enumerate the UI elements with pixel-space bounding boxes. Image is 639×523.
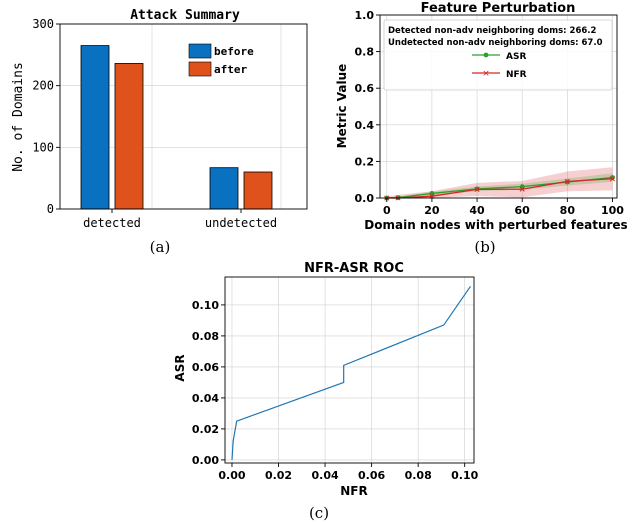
y-tick-label: 0.06 xyxy=(192,361,219,374)
chart-title: Attack Summary xyxy=(130,8,240,23)
point-NFR xyxy=(609,176,616,182)
legend-swatch-before xyxy=(188,43,212,59)
y-tick-label: 0.04 xyxy=(192,392,219,405)
y-tick-label: 100 xyxy=(32,140,54,154)
x-tick-label: 0 xyxy=(383,204,391,217)
x-tick-label: 100 xyxy=(601,204,624,217)
x-axis-label: Domain nodes with perturbed features xyxy=(364,218,627,232)
legend: before after xyxy=(188,43,254,77)
y-tick-label: 0.8 xyxy=(355,46,375,59)
y-tick-label: 0.2 xyxy=(355,155,375,168)
x-axis-label: NFR xyxy=(340,484,367,498)
x-tick-label: 0.04 xyxy=(311,469,338,482)
x-tick-label: 0.10 xyxy=(451,469,478,482)
y-tick-label: 0.4 xyxy=(355,119,375,132)
legend-marker-nfr: × xyxy=(482,69,490,79)
bar-after-detected xyxy=(114,63,144,210)
point-NFR xyxy=(474,186,480,192)
x-tick-label: 0.06 xyxy=(358,469,385,482)
y-tick-label: 0.08 xyxy=(192,330,219,343)
chart-title: NFR-ASR ROC xyxy=(304,261,404,276)
legend-label-after: after xyxy=(214,63,247,76)
y-axis-label: ASR xyxy=(173,354,187,381)
legend: Detected non-adv neighboring doms: 266.2… xyxy=(383,19,613,91)
y-tick-label: 0 xyxy=(47,202,54,216)
y-tick-label: 0.02 xyxy=(192,423,219,436)
legend-label-before: before xyxy=(214,45,254,58)
legend-marker-asr xyxy=(483,52,489,58)
attack-summary-chart: Attack Summary No. of Domains 0 100 200 300… xyxy=(11,8,308,256)
x-tick-label: 0.08 xyxy=(405,469,432,482)
caption-c: (c) xyxy=(309,504,329,522)
x-tick-label: 20 xyxy=(424,204,440,217)
legend-label-asr: ASR xyxy=(506,52,526,62)
plot-frame xyxy=(379,14,618,199)
plot-frame xyxy=(59,23,308,210)
y-tick-label: 1.0 xyxy=(355,9,375,22)
bar-before-detected xyxy=(80,45,110,210)
x-tick-label: detected xyxy=(83,216,141,230)
point-NFR xyxy=(519,186,525,192)
x-tick-label: 80 xyxy=(560,204,576,217)
x-tick-label: 60 xyxy=(515,204,531,217)
feature-perturbation-chart: Feature Perturbation Metric Value Domain… xyxy=(335,1,628,256)
y-tick-label: 0.0 xyxy=(355,192,375,205)
y-tick-label: 0.00 xyxy=(192,454,219,467)
legend-label-nfr: NFR xyxy=(506,70,527,80)
nfr-asr-roc-chart: NFR-ASR ROC ASR NFR 0.00 0.02 0.04 0.06 0.08… xyxy=(173,261,479,522)
legend-swatch-after xyxy=(188,61,212,77)
bar-before-undetected xyxy=(209,167,239,210)
x-tick-label: 0.00 xyxy=(218,469,245,482)
annotation-undetected: Undetected non-adv neighboring doms: 67.… xyxy=(388,38,603,48)
chart-title: Feature Perturbation xyxy=(421,1,576,16)
x-tick-label: undetected xyxy=(205,216,277,230)
y-tick-label: 0.10 xyxy=(192,299,219,312)
y-tick-label: 200 xyxy=(32,79,54,93)
plot-frame xyxy=(224,276,475,464)
x-tick-label: 0.02 xyxy=(265,469,292,482)
annotation-detected: Detected non-adv neighboring doms: 266.2 xyxy=(388,26,597,36)
x-tick-label: 40 xyxy=(469,204,485,217)
band-NFR xyxy=(386,167,613,198)
bar-after-undetected xyxy=(243,171,273,210)
y-tick-label: 0.6 xyxy=(355,82,375,95)
caption-a: (a) xyxy=(150,238,171,256)
point-NFR xyxy=(564,178,570,184)
roc-line xyxy=(231,285,472,460)
caption-b: (b) xyxy=(474,238,495,256)
y-axis-label: No. of Domains xyxy=(11,62,26,172)
y-axis-label: Metric Value xyxy=(335,64,349,149)
y-tick-label: 300 xyxy=(32,17,54,31)
